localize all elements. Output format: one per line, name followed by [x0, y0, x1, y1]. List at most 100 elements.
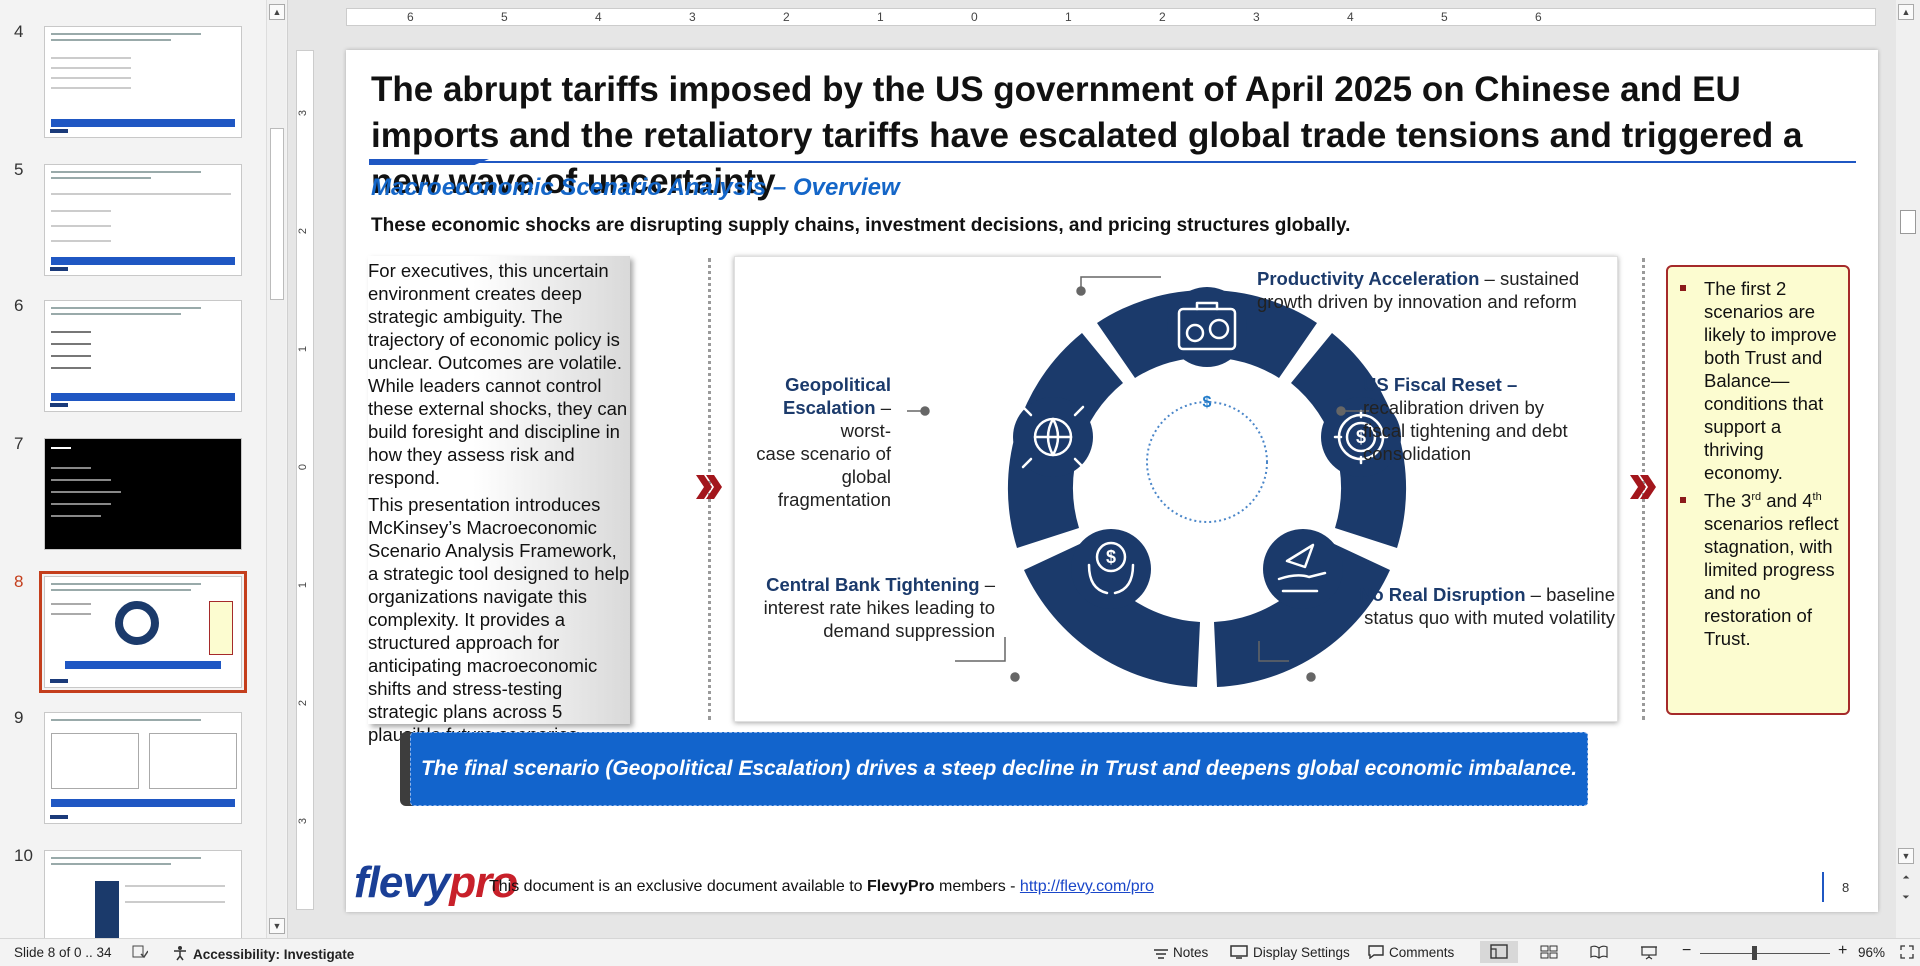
scroll-down-arrow-icon[interactable]: ▼: [1898, 848, 1914, 864]
thumbnail-slide-9[interactable]: 9: [0, 708, 270, 828]
scenario-dash: –: [1501, 374, 1518, 395]
scroll-up-arrow-icon[interactable]: ▲: [1898, 4, 1914, 20]
scenario-label-productivity: Productivity Acceleration – sustained gr…: [1257, 267, 1613, 313]
footer-separator: [1822, 872, 1824, 902]
left-text-box[interactable]: For executives, this uncertain environme…: [368, 256, 630, 745]
thumbnail-slide-6[interactable]: 6: [0, 296, 270, 416]
ruler-tick-label: 5: [1441, 10, 1448, 24]
thumbnail-number: 8: [14, 572, 24, 591]
zoom-out-button[interactable]: −: [1682, 942, 1692, 959]
scenario-note-box[interactable]: The first 2 scenarios are likely to impr…: [1666, 265, 1850, 715]
zoom-slider-knob[interactable]: [1752, 946, 1757, 960]
scenario-desc: status quo with muted volatility: [1364, 607, 1615, 628]
spelling-check-icon[interactable]: [132, 945, 149, 962]
lobe-fiscal-reset: [1321, 397, 1401, 477]
fit-to-window-icon[interactable]: [1900, 945, 1914, 962]
scenario-label-geopolitical: Geopolitical Escalation – worst- case sc…: [741, 373, 891, 511]
thumbnail-image[interactable]: [44, 164, 242, 276]
accessibility-button[interactable]: Accessibility: Investigate: [172, 945, 354, 962]
hands-dollar-icon: [1087, 541, 1135, 595]
title-accent-bar: [369, 159, 489, 165]
thumbnail-slide-4[interactable]: 4: [0, 22, 270, 142]
slide-counter[interactable]: Slide 8 of 0 .. 34: [14, 945, 112, 960]
svg-text:$: $: [1106, 547, 1116, 567]
scenario-title: No Real Disruption: [1359, 584, 1526, 605]
comments-button[interactable]: Comments: [1368, 945, 1454, 960]
comments-icon: [1368, 945, 1384, 959]
display-settings-button[interactable]: Display Settings: [1230, 945, 1350, 960]
thumbnail-image[interactable]: [44, 850, 242, 938]
status-bar: Slide 8 of 0 .. 34 Accessibility: Invest…: [0, 938, 1920, 966]
scenario-desc: growth driven by innovation and reform: [1257, 291, 1577, 312]
thumbnail-number: 9: [14, 708, 24, 727]
thumbnail-number: 5: [14, 160, 24, 179]
conclusion-banner[interactable]: The final scenario (Geopolitical Escalat…: [410, 732, 1588, 806]
scroll-down-arrow-icon[interactable]: ▼: [269, 918, 285, 934]
zoom-slider-track[interactable]: [1700, 953, 1830, 954]
thumbnail-image[interactable]: [44, 438, 242, 550]
scenario-desc: – baseline: [1525, 584, 1615, 605]
thumbnail-image[interactable]: [44, 712, 242, 824]
reading-view-icon[interactable]: [1590, 945, 1608, 962]
slide-canvas[interactable]: The abrupt tariffs imposed by the US gov…: [346, 50, 1878, 912]
ruler-tick-label: 6: [1535, 10, 1542, 24]
scrollbar-thumb[interactable]: [1900, 210, 1916, 234]
scenario-label-central-bank: Central Bank Tightening – interest rate …: [741, 573, 995, 642]
scenario-cycle-diagram: $ $ $: [907, 276, 1407, 687]
slide-sorter-icon[interactable]: [1540, 945, 1558, 962]
thumbnail-image[interactable]: [44, 26, 242, 138]
banner-text: The final scenario (Geopolitical Escalat…: [420, 757, 1578, 780]
scenario-title: Escalation: [783, 397, 876, 418]
thumbnail-scrollbar[interactable]: ▲ ▼: [266, 0, 286, 938]
thumbnail-slide-7[interactable]: 7: [0, 434, 270, 554]
scenario-title: US Fiscal Reset: [1363, 374, 1502, 395]
scroll-up-arrow-icon[interactable]: ▲: [269, 4, 285, 20]
lobe-no-disruption: [1263, 529, 1343, 609]
lobe-productivity: [1167, 287, 1247, 367]
ring-segment-bottom-right: [1214, 542, 1390, 687]
normal-view-button[interactable]: [1480, 941, 1518, 963]
ruler-tick-label: 4: [595, 10, 602, 24]
thumbnail-number: 4: [14, 22, 24, 41]
ruler-tick-label: 3: [1253, 10, 1260, 24]
scrollbar-thumb[interactable]: [270, 128, 284, 300]
accessibility-label: Accessibility: Investigate: [193, 947, 355, 962]
scenario-title: Geopolitical: [785, 374, 891, 395]
normal-view-icon: [1490, 944, 1508, 959]
notes-button[interactable]: Notes: [1154, 945, 1208, 960]
scenario-desc: – sustained: [1479, 268, 1580, 289]
thumbnail-slide-10[interactable]: 10: [0, 846, 270, 938]
slide-lead-text[interactable]: These economic shocks are disrupting sup…: [371, 215, 1351, 236]
note-bullet-2: The 3rd and 4th scenarios reflect stagna…: [1678, 489, 1840, 650]
slide-title[interactable]: The abrupt tariffs imposed by the US gov…: [371, 70, 1803, 201]
scenario-diagram-box[interactable]: $ $ $ Productivity Accele: [734, 256, 1618, 722]
ruler-tick-label: 2: [783, 10, 790, 24]
ruler-tick-label: 4: [1347, 10, 1354, 24]
lobe-central-bank: [1071, 529, 1151, 609]
flevypro-logo: flevypro: [354, 858, 518, 907]
ruler-tick-label: 2: [297, 227, 310, 235]
ruler-tick-label: 1: [297, 345, 310, 353]
slideshow-icon[interactable]: [1640, 945, 1658, 963]
scenario-desc: interest rate hikes leading to demand su…: [763, 597, 995, 641]
thumbnail-image[interactable]: [44, 300, 242, 412]
thumbnail-slide-5[interactable]: 5: [0, 160, 270, 280]
note-bullet-1: The first 2 scenarios are likely to impr…: [1678, 277, 1840, 484]
thumbnail-slide-8[interactable]: 8: [0, 571, 270, 693]
square-bullet-icon: [1680, 497, 1686, 503]
slide-subtitle[interactable]: Macroeconomic Scenario Analysis – Overvi…: [371, 174, 900, 201]
next-slide-icon[interactable]: ⏷: [1902, 892, 1910, 902]
ruler-tick-label: 3: [689, 10, 696, 24]
zoom-in-button[interactable]: +: [1838, 942, 1848, 959]
scenario-title: Productivity Acceleration: [1257, 268, 1480, 289]
previous-slide-icon[interactable]: ⏶: [1902, 872, 1910, 882]
page-number: 8: [1842, 880, 1850, 895]
briefcase-gears-icon: [1177, 301, 1237, 351]
ruler-tick-label: 1: [1065, 10, 1072, 24]
footer-link[interactable]: http://flevy.com/pro: [1019, 878, 1154, 895]
chevron-right-icon: [696, 475, 722, 499]
scenario-desc: case scenario of global fragmentation: [756, 443, 891, 510]
zoom-level[interactable]: 96%: [1858, 945, 1886, 960]
thumbnail-image[interactable]: [39, 571, 247, 693]
slide-scrollbar[interactable]: ▲ ▼ ⏶ ⏷: [1896, 0, 1920, 938]
